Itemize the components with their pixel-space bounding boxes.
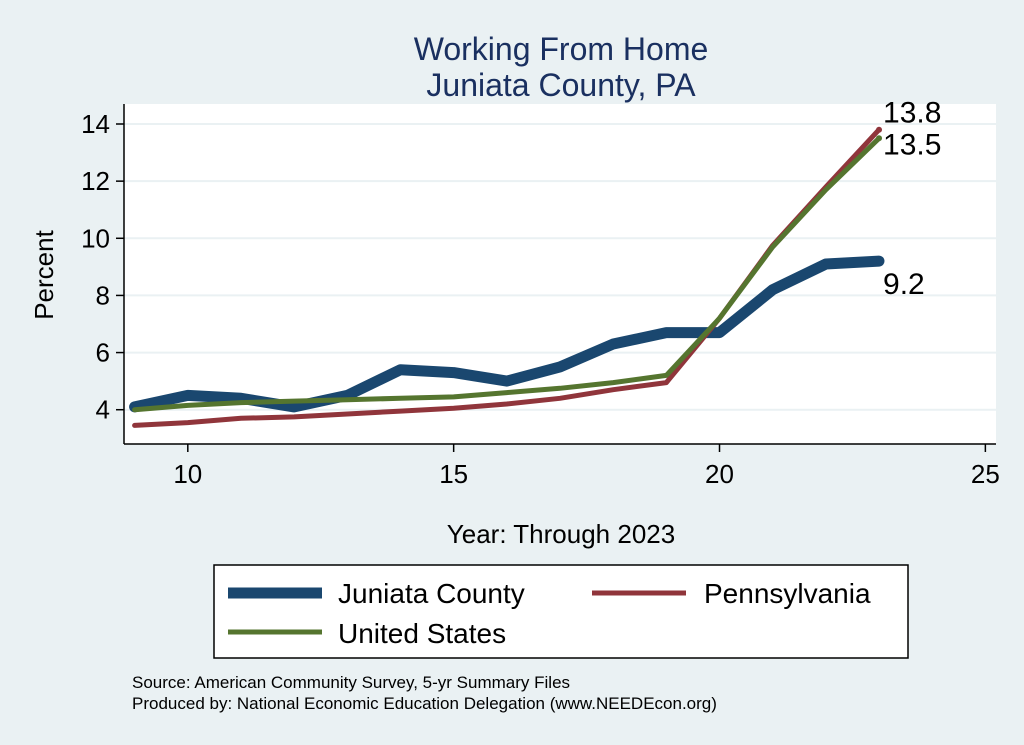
end-label-pennsylvania: 13.8 [883,97,941,130]
source-note: Source: American Community Survey, 5-yr … [132,673,570,692]
producer-note: Produced by: National Economic Education… [132,694,717,713]
y-tick-label-4: 4 [96,395,110,425]
end-label-united-states: 13.5 [883,128,941,161]
end-label-juniata: 9.2 [883,268,925,301]
y-tick-label-12: 12 [81,166,110,196]
end-labels: 9.2 13.813.5 [883,97,941,301]
x-tick-label-15: 15 [439,459,468,489]
y-tick-label-8: 8 [96,280,110,310]
end-point-pennsylvania [876,126,883,133]
legend-label-united-states: United States [338,618,506,649]
x-tick-label-10: 10 [173,459,202,489]
x-axis-label: Year: Through 2023 [447,519,675,549]
axes: 4 6 8 10 12 14 10 15 20 25 [81,104,1000,489]
y-tick-label-6: 6 [96,338,110,368]
end-point-juniata [876,258,883,265]
series-lines [129,126,885,428]
chart-title-line-1: Working From Home [414,31,709,67]
x-tick-label-25: 25 [971,459,1000,489]
x-tick-label-20: 20 [705,459,734,489]
legend-label-juniata: Juniata County [338,578,525,609]
y-tick-label-10: 10 [81,223,110,253]
legend-label-pennsylvania: Pennsylvania [704,578,871,609]
series-line-united-states [132,135,882,413]
y-axis-label: Percent [29,229,59,319]
y-tick-label-14: 14 [81,109,110,139]
end-point-united-states [876,135,883,142]
legend-box [213,564,909,659]
chart-title-line-2: Juniata County, PA [426,67,696,103]
grid [124,123,996,411]
